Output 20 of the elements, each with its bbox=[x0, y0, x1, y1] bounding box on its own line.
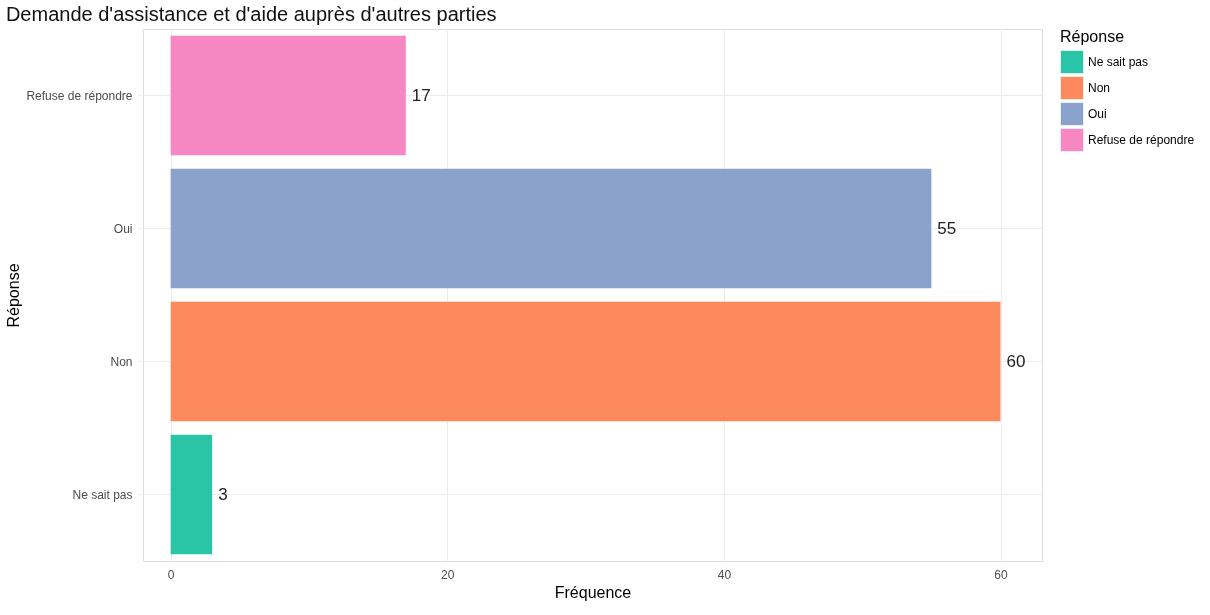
x-tick-label: 20 bbox=[441, 567, 455, 582]
chart-title: Demande d'assistance et d'aide auprès d'autres parties bbox=[5, 3, 497, 25]
legend-label: Refuse de répondre bbox=[1088, 133, 1195, 147]
data-label: 3 bbox=[218, 484, 228, 504]
legend-label: Oui bbox=[1088, 107, 1107, 121]
y-tick-label: Ne sait pas bbox=[72, 487, 133, 502]
x-tick-label: 60 bbox=[994, 567, 1008, 582]
y-tick-label: Oui bbox=[113, 221, 133, 236]
x-tick-label: 40 bbox=[717, 567, 732, 582]
y-axis-title: Réponse bbox=[5, 263, 23, 328]
data-label: 55 bbox=[937, 218, 957, 238]
x-axis-title: Fréquence bbox=[554, 583, 632, 601]
legend-label: Ne sait pas bbox=[1088, 55, 1149, 69]
x-tick-label: 0 bbox=[167, 567, 175, 582]
legend-title: Réponse bbox=[1060, 28, 1125, 45]
data-label: 17 bbox=[411, 85, 431, 105]
y-tick-label: Non bbox=[110, 354, 133, 369]
y-tick-label: Refuse de répondre bbox=[26, 88, 133, 103]
legend-label: Non bbox=[1088, 81, 1111, 95]
data-label: 60 bbox=[1006, 351, 1026, 371]
